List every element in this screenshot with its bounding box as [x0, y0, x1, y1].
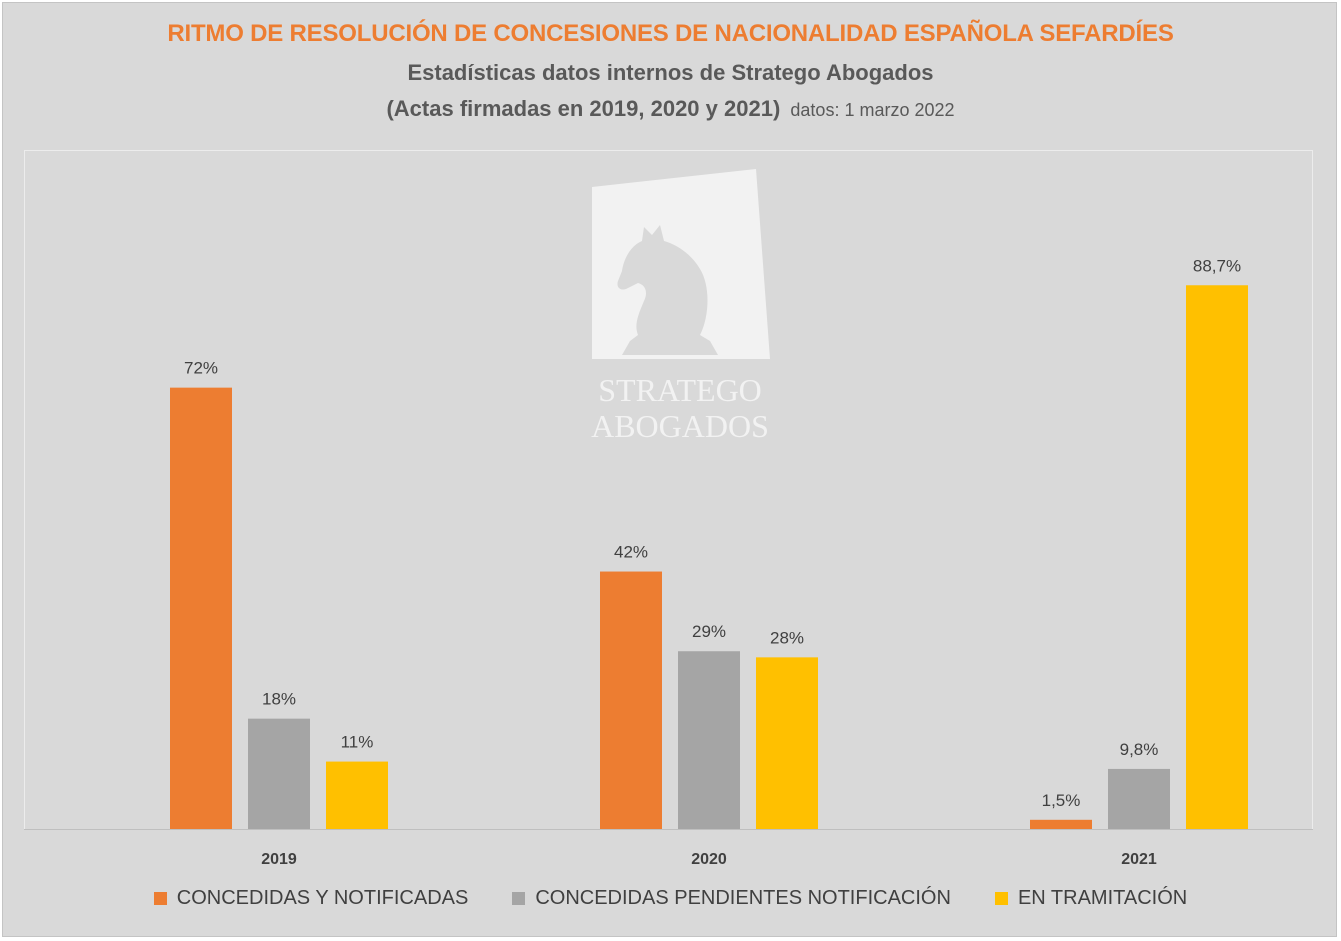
value-label-2020-series-1: 42% [614, 543, 648, 562]
watermark-logo: STRATEGO ABOGADOS [591, 169, 770, 444]
bar-chart: 72% 18% 11% 42% 29% 28% 1,5% 9,8% 88,7% 2019 2020… [24, 256, 1313, 868]
legend-label: CONCEDIDAS Y NOTIFICADAS [176, 887, 469, 909]
data-date-note: datos: 1 marzo 2022 [790, 100, 955, 120]
chart-subtitle: Estadísticas datos internos de Stratego … [407, 60, 934, 85]
legend-label: CONCEDIDAS PENDIENTES NOTIFICACIÓN [535, 887, 951, 909]
watermark-line-2: ABOGADOS [591, 408, 769, 444]
bar-2021-series-2 [1108, 768, 1170, 829]
legend-swatch-gray [512, 892, 526, 905]
bar-2019-series-2 [248, 718, 310, 829]
category-label-2019: 2019 [261, 851, 297, 868]
category-label-2021: 2021 [1121, 851, 1157, 868]
legend-item-concedidas-notificadas: CONCEDIDAS Y NOTIFICADAS [153, 887, 469, 910]
bar-2020-series-1 [600, 571, 662, 829]
legend: CONCEDIDAS Y NOTIFICADAS CONCEDIDAS PEND… [0, 887, 1341, 910]
chart-subtitle-years: (Actas firmadas en 2019, 2020 y 2021) [386, 96, 781, 121]
category-label-2020: 2020 [691, 851, 727, 868]
watermark-line-1: STRATEGO [598, 372, 762, 408]
chart-title: RITMO DE RESOLUCIÓN DE CONCESIONES DE NA… [167, 20, 1174, 47]
legend-label: EN TRAMITACIÓN [1017, 887, 1188, 909]
value-label-2020-series-3: 28% [770, 628, 804, 647]
value-label-2021-series-1: 1,5% [1042, 791, 1081, 810]
bar-2021-series-3 [1186, 285, 1248, 829]
bars-layer: 72% 18% 11% 42% 29% 28% 1,5% 9,8% 88,7% [170, 256, 1248, 829]
value-label-2021-series-3: 88,7% [1193, 256, 1241, 275]
value-label-2019-series-3: 11% [341, 733, 374, 752]
legend-swatch-yellow [994, 892, 1008, 905]
value-label-2019-series-1: 72% [184, 359, 218, 378]
value-label-2019-series-2: 18% [262, 690, 296, 709]
bar-2019-series-1 [170, 387, 232, 829]
chess-knight-icon [592, 169, 770, 359]
bar-2019-series-3 [326, 761, 388, 829]
legend-item-en-tramitacion: EN TRAMITACIÓN [994, 887, 1188, 910]
legend-swatch-orange [153, 892, 167, 905]
bar-2021-series-1 [1030, 819, 1092, 829]
bar-2020-series-3 [756, 657, 818, 829]
value-label-2020-series-2: 29% [692, 622, 726, 641]
value-label-2021-series-2: 9,8% [1120, 740, 1159, 759]
legend-item-concedidas-pendientes: CONCEDIDAS PENDIENTES NOTIFICACIÓN [512, 887, 951, 910]
bar-2020-series-2 [678, 651, 740, 829]
chart-subtitle-line-2: (Actas firmadas en 2019, 2020 y 2021) da… [0, 96, 1341, 122]
